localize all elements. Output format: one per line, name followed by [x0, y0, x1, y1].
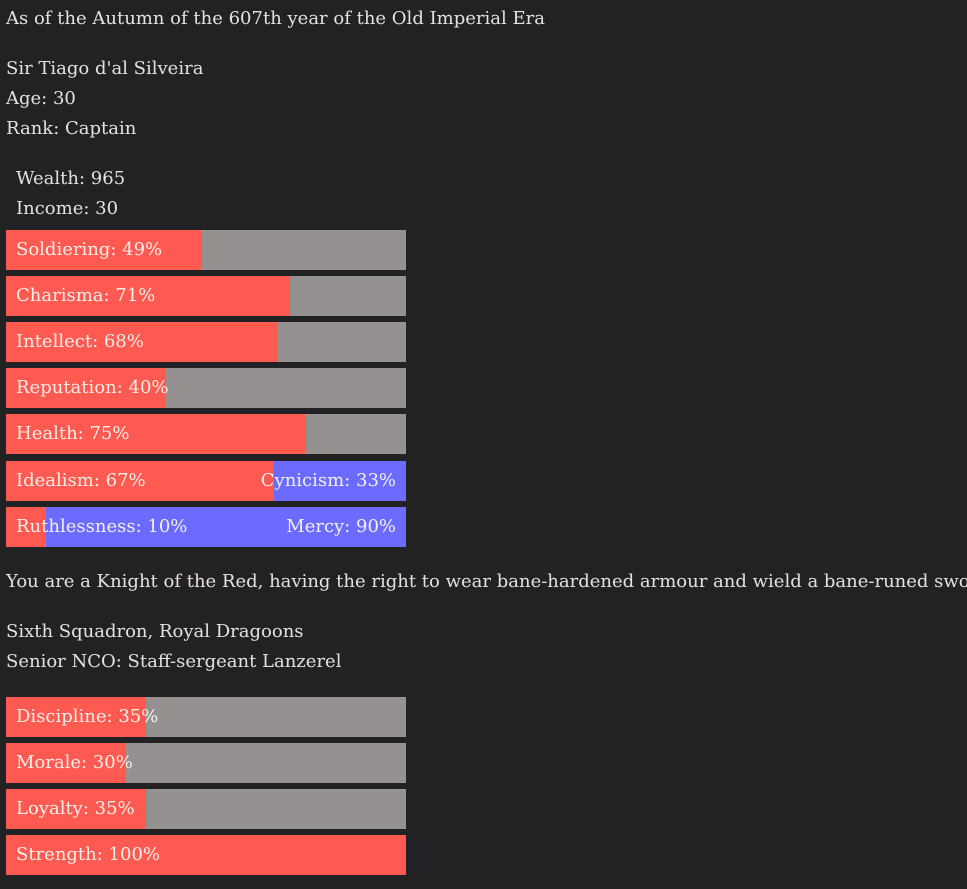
unit-label: Morale: 30% — [16, 752, 133, 773]
dual-left-label: Ruthlessness: 10% — [16, 516, 188, 537]
dual-right-label: Mercy: 90% — [286, 516, 396, 537]
character-rank: Rank: Captain — [6, 118, 137, 139]
unit-label: Discipline: 35% — [16, 706, 159, 727]
stat-bar-soldiering: Soldiering: 49% — [6, 230, 406, 270]
stat-label: Health: 75% — [16, 423, 130, 444]
unit-label: Strength: 100% — [16, 844, 161, 865]
stat-fill — [6, 276, 290, 316]
unit-bar-strength: Strength: 100% — [6, 835, 406, 875]
character-age: Age: 30 — [6, 88, 76, 109]
unit-fill — [6, 743, 126, 783]
unit-name: Sixth Squadron, Royal Dragoons — [6, 621, 304, 642]
character-wealth: Wealth: 965 — [16, 168, 126, 189]
stat-bar-health: Health: 75% — [6, 414, 406, 454]
knight-description: You are a Knight of the Red, having the … — [6, 571, 967, 592]
stat-fill — [6, 368, 166, 408]
stat-label: Soldiering: 49% — [16, 239, 163, 260]
stat-label: Charisma: 71% — [16, 285, 156, 306]
stat-label: Reputation: 40% — [16, 377, 169, 398]
unit-fill — [6, 697, 146, 737]
character-income: Income: 30 — [16, 198, 119, 219]
stat-bar-intellect: Intellect: 68% — [6, 322, 406, 362]
unit-bar-morale: Morale: 30% — [6, 743, 406, 783]
unit-fill — [6, 789, 146, 829]
stat-fill — [6, 322, 278, 362]
character-name: Sir Tiago d'al Silveira — [6, 58, 204, 79]
unit-fill — [6, 835, 406, 875]
stat-label: Intellect: 68% — [16, 331, 144, 352]
dual-fill — [6, 507, 46, 547]
dual-bar-ruthlessness-mercy: Ruthlessness: 10% Mercy: 90% — [6, 507, 406, 547]
unit-label: Loyalty: 35% — [16, 798, 135, 819]
stat-bar-charisma: Charisma: 71% — [6, 276, 406, 316]
dual-fill — [6, 461, 274, 501]
dual-right-label: Cynicism: 33% — [260, 470, 396, 491]
stat-bar-reputation: Reputation: 40% — [6, 368, 406, 408]
date-text: As of the Autumn of the 607th year of th… — [6, 8, 545, 29]
unit-nco: Senior NCO: Staff-sergeant Lanzerel — [6, 651, 342, 672]
stat-fill — [6, 414, 306, 454]
dual-left-label: Idealism: 67% — [16, 470, 146, 491]
unit-bar-discipline: Discipline: 35% — [6, 697, 406, 737]
stat-fill — [6, 230, 202, 270]
unit-bar-loyalty: Loyalty: 35% — [6, 789, 406, 829]
dual-bar-idealism-cynicism: Idealism: 67% Cynicism: 33% — [6, 461, 406, 501]
